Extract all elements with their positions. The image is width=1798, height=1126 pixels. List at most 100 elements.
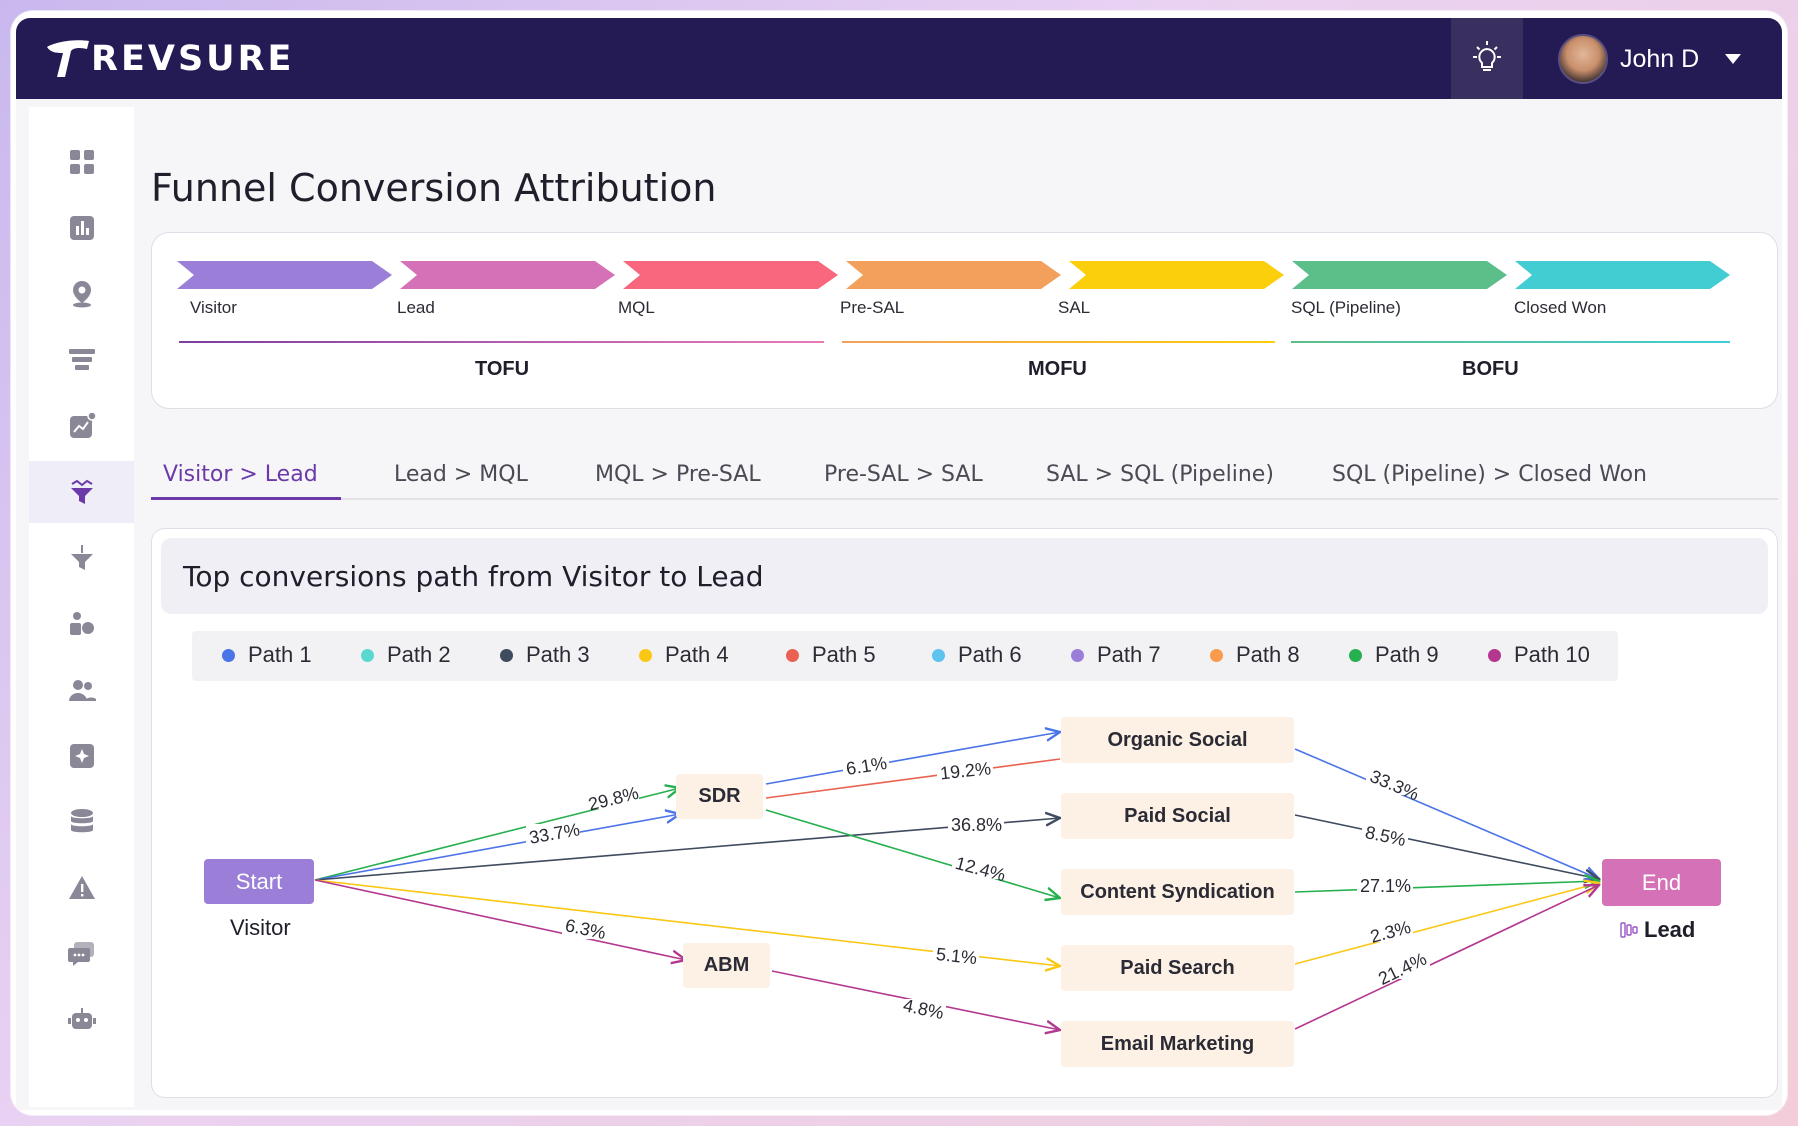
bofu-divider	[1291, 341, 1730, 343]
stage-transition-tabs: Visitor > Lead Lead > MQL MQL > Pre-SAL …	[151, 458, 1778, 500]
funnel-conversion-icon	[70, 479, 93, 504]
tab-sql-closed-won[interactable]: SQL (Pipeline) > Closed Won	[1332, 462, 1647, 487]
conversion-path-header: Top conversions path from Visitor to Lea…	[161, 538, 1768, 614]
legend-dot	[1071, 648, 1084, 662]
edge-start-abm[interactable]	[314, 879, 686, 960]
revsure-logo[interactable]: REVSURE	[43, 38, 294, 80]
edge-label: 36.8%	[951, 815, 1002, 835]
node-organic-social[interactable]: Organic Social	[1061, 717, 1294, 763]
stage-arrow-lead[interactable]	[400, 261, 615, 289]
top-navbar: REVSURE John D	[16, 18, 1782, 99]
stage-arrow-visitor[interactable]	[177, 261, 392, 289]
edge-paid-social-end[interactable]	[1294, 814, 1599, 879]
legend-item-path-5[interactable]: Path 5	[786, 642, 876, 668]
sidebar-item-data[interactable]	[29, 791, 134, 853]
legend-item-path-7[interactable]: Path 7	[1071, 642, 1161, 668]
stage-arrow-closed-won[interactable]	[1515, 261, 1730, 289]
sidebar-item-attribution[interactable]	[29, 527, 134, 589]
tab-pre-sal-sal[interactable]: Pre-SAL > SAL	[824, 462, 983, 487]
stage-label-lead: Lead	[397, 298, 435, 317]
sidebar-item-messages[interactable]	[29, 923, 134, 985]
path-legend: Path 1 Path 2 Path 3 Path 4 Path 5 Path …	[192, 631, 1618, 681]
edge-label: 27.1%	[1360, 876, 1411, 896]
sidebar-item-trends[interactable]	[29, 395, 134, 457]
mofu-divider	[842, 341, 1275, 343]
stage-label-sql: SQL (Pipeline)	[1291, 298, 1401, 317]
funnel-stages-card: Visitor Lead MQL Pre-SAL SAL SQL (Pipeli…	[151, 232, 1778, 409]
edge-content-end[interactable]	[1294, 881, 1599, 893]
users-icon	[68, 680, 96, 701]
legend-dot	[361, 648, 374, 662]
sidebar	[29, 107, 134, 1107]
legend-item-path-1[interactable]: Path 1	[222, 642, 312, 668]
legend-dot	[1210, 648, 1223, 662]
edge-label: 29.8%	[586, 783, 640, 815]
legend-label: Path 7	[1097, 642, 1161, 667]
edge-email-end[interactable]	[1294, 885, 1599, 1030]
insights-button[interactable]	[1451, 18, 1523, 99]
alert-icon	[68, 876, 95, 899]
legend-dot	[500, 648, 513, 662]
sidebar-item-users[interactable]	[29, 659, 134, 721]
chevron-down-icon	[1725, 54, 1742, 64]
legend-item-path-3[interactable]: Path 3	[500, 642, 590, 668]
tab-mql-pre-sal[interactable]: MQL > Pre-SAL	[595, 462, 761, 487]
active-tab-indicator	[151, 497, 341, 500]
node-start[interactable]: Start	[204, 859, 314, 904]
legend-item-path-10[interactable]: Path 10	[1488, 642, 1590, 668]
stage-label-closed-won: Closed Won	[1514, 298, 1607, 317]
edge-label: 21.4%	[1375, 949, 1430, 989]
edge-label: 33.3%	[1367, 766, 1422, 804]
tab-sal-sql[interactable]: SAL > SQL (Pipeline)	[1046, 462, 1274, 487]
edge-start-paid-social[interactable]	[314, 818, 1060, 881]
edge-sdr-organic-red[interactable]	[765, 758, 1061, 799]
legend-dot	[1349, 648, 1362, 662]
stage-arrow-mql[interactable]	[623, 261, 838, 289]
sidebar-item-ai[interactable]	[29, 725, 134, 787]
legend-dot	[1488, 648, 1501, 662]
legend-item-path-4[interactable]: Path 4	[639, 642, 729, 668]
node-email-marketing[interactable]: Email Marketing	[1061, 1021, 1294, 1067]
sparkle-icon	[69, 744, 94, 768]
node-paid-search[interactable]: Paid Search	[1061, 945, 1294, 991]
edge-sdr-content[interactable]	[765, 809, 1060, 898]
legend-label: Path 3	[526, 642, 590, 667]
sidebar-item-segments[interactable]	[29, 593, 134, 655]
app-window: REVSURE John D	[11, 11, 1787, 1115]
legend-label: Path 2	[387, 642, 451, 667]
tab-visitor-lead[interactable]: Visitor > Lead	[163, 462, 318, 487]
node-end-caption: Lead	[1644, 917, 1696, 942]
edge-sdr-organic-blue[interactable]	[765, 732, 1060, 785]
funnel-bars-icon	[1620, 922, 1638, 938]
node-paid-social[interactable]: Paid Social	[1061, 793, 1294, 839]
stage-arrow-pre-sal[interactable]	[846, 261, 1061, 289]
legend-item-path-9[interactable]: Path 9	[1349, 642, 1439, 668]
sidebar-item-reports[interactable]	[29, 197, 134, 259]
tab-lead-mql[interactable]: Lead > MQL	[394, 462, 528, 487]
sidebar-item-alerts[interactable]	[29, 857, 134, 919]
avatar	[1558, 34, 1608, 84]
edge-paid-search-end[interactable]	[1294, 883, 1599, 965]
edge-start-sdr-blue[interactable]	[314, 814, 680, 881]
sidebar-item-bot[interactable]	[29, 989, 134, 1051]
legend-item-path-8[interactable]: Path 8	[1210, 642, 1300, 668]
sidebar-item-funnel[interactable]	[29, 329, 134, 391]
sidebar-item-accounts[interactable]	[29, 263, 134, 325]
stage-arrow-sal[interactable]	[1069, 261, 1284, 289]
bar-chart-icon	[69, 216, 94, 240]
node-content-syndication[interactable]: Content Syndication	[1061, 869, 1294, 915]
location-pin-icon	[72, 281, 91, 308]
group-label-mofu: MOFU	[1028, 358, 1087, 380]
edge-organic-end[interactable]	[1294, 748, 1599, 879]
chat-icon	[67, 942, 94, 966]
legend-item-path-6[interactable]: Path 6	[932, 642, 1022, 668]
node-sdr[interactable]: SDR	[676, 774, 763, 819]
node-abm[interactable]: ABM	[683, 943, 770, 988]
user-menu[interactable]: John D	[1558, 30, 1742, 88]
sidebar-item-funnel-conversion[interactable]	[29, 461, 134, 523]
robot-icon	[67, 1008, 96, 1029]
stage-arrow-sql[interactable]	[1292, 261, 1507, 289]
sidebar-item-dashboard[interactable]	[29, 131, 134, 193]
node-end[interactable]: End	[1602, 859, 1721, 906]
legend-item-path-2[interactable]: Path 2	[361, 642, 451, 668]
